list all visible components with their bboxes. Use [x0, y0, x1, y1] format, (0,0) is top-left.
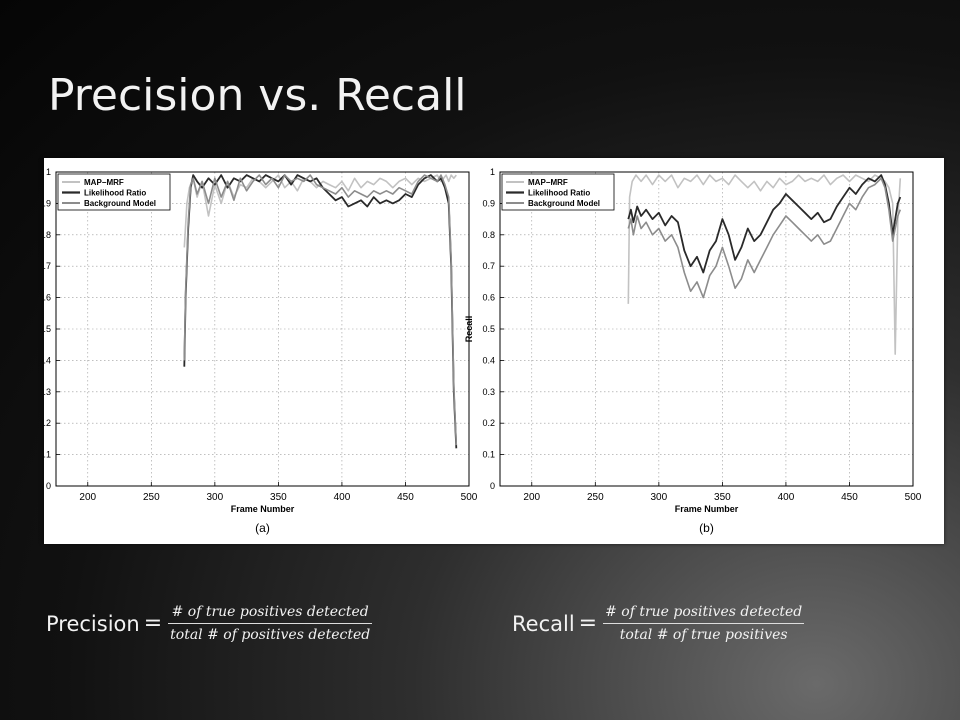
recall-fraction-bar [603, 623, 805, 624]
precision-legend-label: MAP−MRF [84, 178, 124, 187]
precision-x-axis-label: Frame Number [231, 504, 295, 514]
recall-fraction: # of true positives detected total # of … [603, 604, 805, 643]
precision-series-line [183, 174, 457, 248]
recall-chart: 200 250 300 350 400 450 500 0 0.1 0.2 0.3 0.4 0.5 0.6… [464, 167, 922, 535]
precision-x-tick-label: 500 [461, 492, 478, 503]
precision-legend-label: Background Model [84, 199, 156, 208]
precision-y-tick-label: 0.5 [44, 324, 51, 334]
recall-y-tick-label: 1 [490, 167, 495, 177]
recall-y-axis-label: Recall [464, 316, 474, 343]
recall-x-tick-label: 350 [714, 492, 731, 503]
precision-y-tick-label: 0.7 [44, 261, 51, 271]
precision-chart: 200 250 300 350 400 450 500 0 0.1 0.2 0.3 0.4 0.5 0.6… [44, 167, 478, 535]
precision-fraction: # of true positives detected total # of … [168, 604, 373, 643]
recall-y-tick-label: 0.3 [482, 387, 495, 397]
recall-y-tick-label: 0.7 [482, 261, 495, 271]
precision-legend-label: Likelihood Ratio [84, 189, 146, 198]
recall-x-tick-label: 400 [778, 492, 795, 503]
precision-formula-label: Precision [46, 611, 140, 636]
recall-denominator: total # of true positives [619, 627, 788, 643]
recall-series-line [627, 174, 902, 355]
precision-x-tick-label: 300 [207, 492, 224, 503]
recall-x-tick-label: 250 [587, 492, 604, 503]
precision-series-line [183, 174, 458, 449]
precision-fraction-bar [168, 623, 373, 624]
precision-caption: (a) [255, 521, 270, 535]
recall-formula-label: Recall [512, 611, 575, 636]
figure-panel: 200 250 300 350 400 450 500 0 0.1 0.2 0.3 0.4 0.5 0.6… [44, 158, 944, 544]
precision-y-tick-label: 0.9 [44, 198, 51, 208]
precision-y-tick-label: 0.6 [44, 293, 51, 303]
precision-y-tick-label: 0.2 [44, 418, 51, 428]
recall-legend-label: Background Model [528, 199, 600, 208]
recall-caption: (b) [699, 521, 714, 535]
recall-y-tick-label: 0.9 [482, 198, 495, 208]
recall-formula: Recall = # of true positives detected to… [512, 604, 805, 643]
recall-equals-sign: = [578, 611, 598, 636]
recall-x-tick-label: 450 [841, 492, 858, 503]
precision-x-tick-label: 250 [143, 492, 160, 503]
precision-axes-frame [55, 171, 470, 487]
recall-y-tick-label: 0.2 [482, 418, 495, 428]
precision-y-tick-label: 0 [46, 481, 51, 491]
recall-series-line [627, 174, 902, 274]
recall-axes-frame [499, 171, 914, 487]
recall-y-tick-label: 0.8 [482, 230, 495, 240]
precision-numerator: # of true positives detected [171, 604, 369, 620]
precision-series-line [183, 174, 458, 446]
recall-y-tick-label: 0.5 [482, 324, 495, 334]
recall-x-tick-label: 200 [523, 492, 540, 503]
recall-x-tick-label: 300 [651, 492, 668, 503]
recall-series-line [627, 177, 902, 299]
precision-x-tick-label: 450 [397, 492, 414, 503]
precision-denominator: total # of positives detected [170, 627, 371, 643]
recall-x-tick-label: 500 [905, 492, 922, 503]
precision-y-tick-label: 1 [46, 167, 51, 177]
precision-y-tick-label: 0.3 [44, 387, 51, 397]
recall-numerator: # of true positives detected [605, 604, 803, 620]
precision-x-tick-label: 200 [79, 492, 96, 503]
precision-y-tick-label: 0.8 [44, 230, 51, 240]
recall-y-tick-label: 0.6 [482, 293, 495, 303]
precision-equals-sign: = [143, 611, 163, 636]
precision-y-tick-label: 0.1 [44, 450, 51, 460]
precision-x-tick-label: 400 [334, 492, 351, 503]
recall-y-tick-label: 0 [490, 481, 495, 491]
precision-y-tick-label: 0.4 [44, 355, 51, 365]
recall-y-tick-label: 0.1 [482, 450, 495, 460]
precision-recall-figure: 200 250 300 350 400 450 500 0 0.1 0.2 0.3 0.4 0.5 0.6… [44, 167, 922, 535]
recall-x-axis-label: Frame Number [675, 504, 739, 514]
recall-legend-label: Likelihood Ratio [528, 189, 590, 198]
recall-y-tick-label: 0.4 [482, 355, 495, 365]
precision-formula: Precision = # of true positives detected… [46, 604, 373, 643]
precision-x-tick-label: 350 [270, 492, 287, 503]
slide-title: Precision vs. Recall [48, 70, 467, 121]
recall-legend-label: MAP−MRF [528, 178, 568, 187]
